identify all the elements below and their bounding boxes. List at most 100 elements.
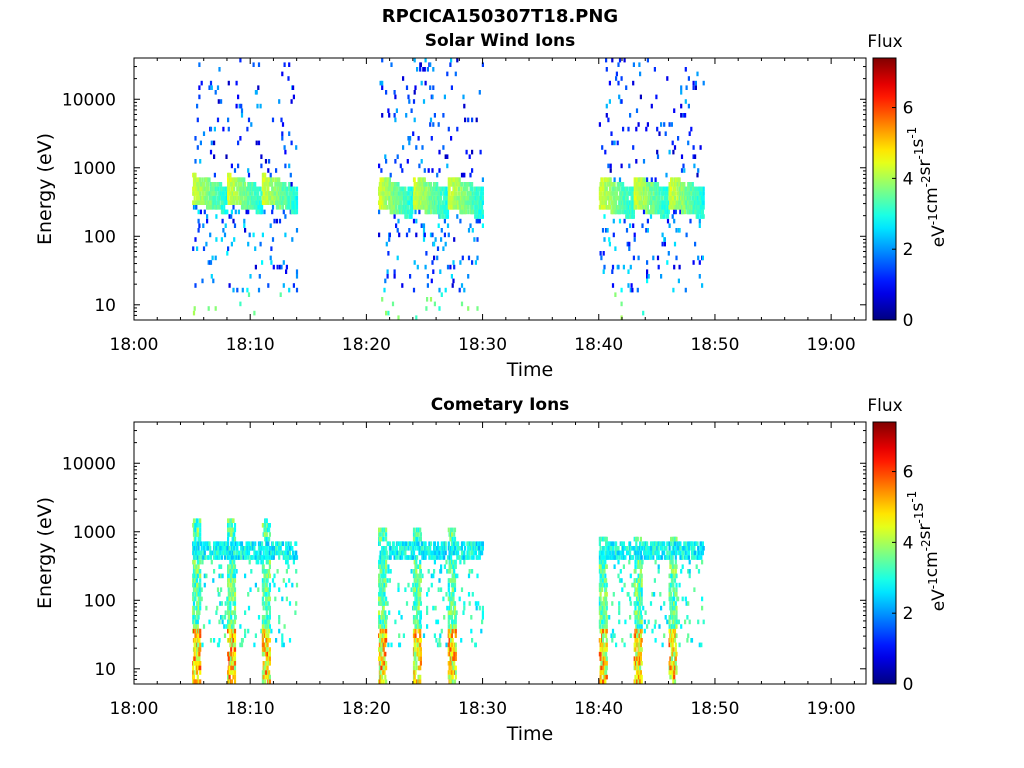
heatmap-cell [471, 260, 474, 265]
heatmap-cell [388, 177, 391, 182]
heatmap-cell [450, 624, 453, 629]
heatmap-cell [651, 186, 654, 192]
heatmap-cell [673, 200, 677, 205]
heatmap-cell [382, 679, 385, 684]
heatmap-cell [481, 546, 484, 551]
heatmap-cell [261, 670, 264, 675]
heatmap-cell [381, 610, 384, 615]
heatmap-cell [382, 536, 385, 542]
heatmap-cell [698, 209, 701, 215]
heatmap-cell [451, 564, 454, 569]
heatmap-cell [412, 605, 416, 611]
heatmap-cell [450, 638, 453, 643]
heatmap-cell [241, 186, 244, 192]
heatmap-cell [194, 624, 197, 629]
heatmap-cell [266, 665, 269, 671]
heatmap-cell [263, 191, 266, 196]
heatmap-cell [260, 154, 263, 159]
heatmap-cell [600, 582, 603, 588]
heatmap-cell [398, 550, 401, 556]
heatmap-cell [281, 186, 285, 192]
heatmap-cell [213, 569, 216, 574]
heatmap-cell [233, 665, 237, 671]
heatmap-cell [450, 555, 453, 560]
heatmap-cell [415, 665, 418, 671]
heatmap-cell [453, 550, 456, 556]
heatmap-cell [228, 610, 231, 615]
heatmap-cell [281, 131, 284, 136]
heatmap-cell [615, 555, 618, 560]
heatmap-cell [459, 559, 462, 565]
heatmap-cell [620, 555, 623, 560]
heatmap-cell [194, 136, 197, 141]
heatmap-cell [622, 264, 625, 270]
heatmap-cell [615, 191, 618, 196]
heatmap-cell [247, 605, 251, 611]
heatmap-cell [268, 559, 271, 565]
heatmap-cell [199, 532, 202, 537]
heatmap-cell [412, 569, 416, 574]
heatmap-cell [426, 610, 429, 615]
heatmap-cell [220, 182, 223, 187]
heatmap-cell [228, 674, 231, 680]
heatmap-cell [635, 159, 638, 164]
heatmap-cell [453, 546, 457, 551]
heatmap-cell [433, 255, 436, 261]
heatmap-cell [449, 264, 452, 270]
heatmap-cell [233, 610, 237, 615]
heatmap-cell [201, 559, 204, 565]
heatmap-cell [385, 241, 388, 247]
heatmap-cell [264, 596, 268, 602]
heatmap-cell [474, 191, 477, 196]
heatmap-cell [278, 615, 281, 620]
heatmap-cell [383, 624, 386, 629]
heatmap-cell [264, 661, 268, 666]
heatmap-cell [235, 569, 238, 574]
heatmap-cell [233, 596, 237, 602]
heatmap-cell [689, 195, 692, 201]
heatmap-cell [203, 186, 206, 192]
heatmap-cell [291, 195, 294, 201]
heatmap-cell [698, 223, 701, 228]
heatmap-cell [281, 633, 284, 638]
heatmap-cell [402, 633, 405, 638]
heatmap-cell [384, 674, 387, 680]
heatmap-cell [687, 76, 690, 81]
heatmap-cell [222, 228, 225, 233]
heatmap-cell [620, 76, 623, 81]
heatmap-cell [290, 99, 293, 104]
heatmap-cell [430, 136, 433, 141]
heatmap-cell [419, 638, 422, 643]
heatmap-cell [442, 200, 445, 205]
heatmap-cell [259, 103, 262, 109]
heatmap-cell [450, 532, 453, 537]
heatmap-cell [244, 546, 247, 551]
heatmap-cell [230, 670, 233, 675]
heatmap-cell [265, 605, 268, 611]
heatmap-cell [254, 191, 257, 196]
heatmap-cell [453, 527, 457, 533]
heatmap-cell [405, 546, 408, 551]
heatmap-cell [454, 573, 457, 579]
heatmap-cell [602, 647, 605, 652]
heatmap-cell [228, 596, 231, 602]
heatmap-cell [642, 209, 646, 215]
heatmap-cell [467, 541, 471, 546]
heatmap-cell [652, 200, 655, 205]
heatmap-cell [673, 264, 676, 270]
heatmap-cell [263, 665, 266, 671]
heatmap-cell [463, 287, 466, 293]
heatmap-cell [605, 228, 608, 233]
heatmap-cell [665, 172, 668, 178]
heatmap-cell [232, 218, 235, 224]
heatmap-cell [608, 555, 611, 560]
heatmap-cell [602, 555, 605, 560]
heatmap-cell [599, 251, 602, 256]
heatmap-cell [385, 310, 388, 316]
heatmap-cell [685, 232, 688, 238]
heatmap-cell [481, 610, 484, 615]
heatmap-cell [227, 546, 230, 551]
heatmap-cell [432, 85, 435, 90]
heatmap-cell [599, 674, 602, 680]
heatmap-cell [628, 163, 631, 169]
